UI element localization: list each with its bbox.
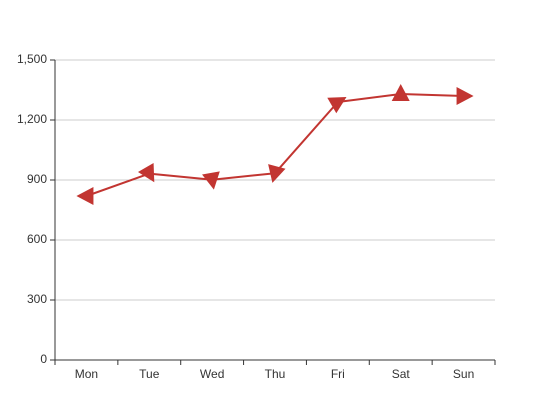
data-point-marker-tue: [137, 163, 155, 183]
data-point-marker-wed: [202, 171, 220, 190]
x-tick-label-tue: Tue: [139, 367, 160, 381]
data-point-marker-fri: [327, 97, 347, 114]
x-tick-label-wed: Wed: [200, 367, 224, 381]
x-tick-label-thu: Thu: [265, 367, 286, 381]
y-tick-label: 1,500: [17, 52, 47, 66]
y-tick-label: 1,200: [17, 112, 47, 126]
y-tick-label: 600: [27, 232, 47, 246]
x-tick-label-fri: Fri: [331, 367, 345, 381]
data-point-marker-thu: [268, 164, 286, 183]
data-point-marker-mon: [76, 187, 94, 205]
x-tick-label-sat: Sat: [392, 367, 411, 381]
x-tick-label-mon: Mon: [75, 367, 98, 381]
data-point-marker-sat: [391, 84, 410, 101]
series-line-layer: [86, 93, 464, 197]
y-tick-label: 0: [40, 352, 47, 366]
x-tick-label-sun: Sun: [453, 367, 474, 381]
tick-labels: 0 300 600 900 1,200 1,500 Mon Tue Wed Thu Fri Sat Su…: [17, 52, 474, 381]
y-tick-label: 900: [27, 172, 47, 186]
series-markers: [76, 84, 474, 205]
axes: [50, 59, 496, 365]
data-point-marker-sun: [456, 87, 474, 105]
series-line: [86, 93, 464, 197]
y-tick-label: 300: [27, 292, 47, 306]
